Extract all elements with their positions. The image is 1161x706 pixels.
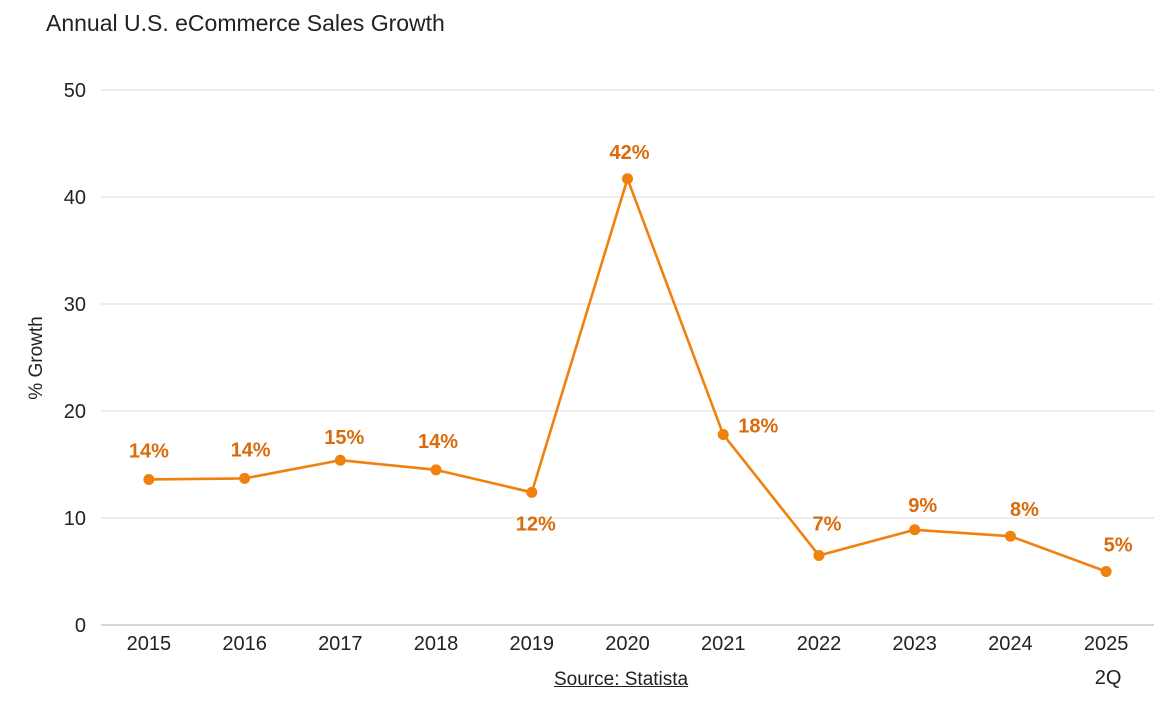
x-tick-label: 2015 xyxy=(127,633,172,655)
data-point xyxy=(239,472,251,484)
y-tick-label: 50 xyxy=(64,80,86,102)
series-line xyxy=(148,177,1107,573)
data-labels: 14% 14% 15% 14% 12% 42% 18% 7% 9% 8% 5% xyxy=(129,142,1133,557)
x-tick-label: 2022 xyxy=(797,633,842,655)
y-tick-label: 40 xyxy=(64,187,86,209)
x-tick-label: 2017 xyxy=(318,633,363,655)
x-tick-label: 2024 xyxy=(988,633,1033,655)
x-tick-label: 2016 xyxy=(222,633,267,655)
x-tick-label: 2018 xyxy=(414,633,459,655)
x-tick-label: 2021 xyxy=(701,633,746,655)
x-tick-label: 2019 xyxy=(510,633,555,655)
data-point xyxy=(909,524,921,536)
data-label: 14% xyxy=(129,440,169,462)
data-point xyxy=(622,173,633,185)
data-label: 12% xyxy=(516,513,556,535)
y-tick-label: 0 xyxy=(75,615,86,637)
x-tick-label: 2023 xyxy=(892,633,937,655)
chart-title: Annual U.S. eCommerce Sales Growth xyxy=(46,10,445,36)
data-label: 7% xyxy=(813,513,842,535)
data-label: 8% xyxy=(1010,499,1039,521)
data-label: 42% xyxy=(609,142,649,164)
data-label: 14% xyxy=(418,431,458,453)
data-point xyxy=(1100,566,1112,577)
y-axis-label: % Growth xyxy=(26,316,47,399)
y-tick-label: 30 xyxy=(64,294,86,316)
data-point xyxy=(430,464,442,476)
data-point xyxy=(334,454,346,466)
data-label: 9% xyxy=(908,495,937,517)
y-tick-label: 20 xyxy=(64,401,86,423)
data-label: 5% xyxy=(1104,535,1133,557)
data-label: 14% xyxy=(231,439,271,461)
data-label: 15% xyxy=(324,427,364,449)
x-tick-label: 2020 xyxy=(605,633,650,655)
y-axis-ticks: 0 10 20 30 40 50 xyxy=(64,80,86,637)
data-label: 18% xyxy=(738,416,778,438)
data-point xyxy=(717,429,729,441)
y-tick-label: 10 xyxy=(64,508,86,530)
data-point xyxy=(143,473,155,485)
gridlines xyxy=(101,89,1154,626)
data-point xyxy=(526,486,538,498)
data-point xyxy=(813,549,825,561)
data-point xyxy=(1004,530,1016,542)
source-link[interactable]: Source: Statista xyxy=(554,669,689,690)
x-tick-label: 2025 2Q xyxy=(1084,633,1129,689)
series-growth xyxy=(143,173,1112,577)
x-axis-ticks: 2015 2016 2017 2018 2019 2020 2021 2022 2023 2024… xyxy=(127,633,1129,689)
